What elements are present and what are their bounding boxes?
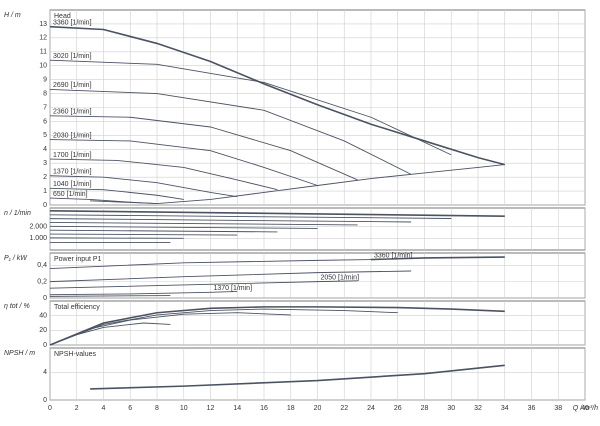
series-label: 650 [1/min] bbox=[53, 191, 88, 198]
y-tick-label: 4 bbox=[43, 369, 47, 376]
series-line bbox=[49, 291, 211, 296]
x-tick-label: 32 bbox=[474, 405, 482, 412]
series-line bbox=[49, 233, 238, 236]
y-tick-label: 0 bbox=[43, 202, 47, 209]
x-tick-label: 8 bbox=[155, 405, 159, 412]
x-tick-label: 14 bbox=[233, 405, 241, 412]
series-line bbox=[49, 229, 278, 233]
series-line bbox=[49, 88, 412, 175]
series-line bbox=[49, 312, 291, 346]
x-tick-label: 30 bbox=[447, 405, 455, 412]
x-tick-label: 40 bbox=[581, 405, 589, 412]
series-line bbox=[90, 164, 505, 205]
x-tick-label: 2 bbox=[75, 405, 79, 412]
series-line bbox=[49, 306, 505, 346]
series-line bbox=[49, 25, 505, 166]
series-label: 1700 [1/min] bbox=[53, 152, 92, 159]
series-line bbox=[49, 214, 452, 219]
x-tick-label: 20 bbox=[314, 405, 322, 412]
x-tick-label: 38 bbox=[554, 405, 562, 412]
x-tick-label: 22 bbox=[340, 405, 348, 412]
x-tick-label: 26 bbox=[394, 405, 402, 412]
panel-label: Total efficiency bbox=[54, 304, 100, 311]
x-tick-label: 0 bbox=[48, 405, 52, 412]
series-label: 1370 [1/min] bbox=[53, 169, 92, 176]
series-line bbox=[49, 281, 318, 289]
series-line bbox=[210, 291, 238, 293]
series-line bbox=[49, 259, 372, 269]
series-line bbox=[317, 280, 358, 283]
series-line bbox=[49, 175, 238, 198]
series-label: 2050 [1/min] bbox=[321, 274, 360, 281]
x-tick-label: 36 bbox=[528, 405, 536, 412]
y-tick-label: 0,2 bbox=[37, 278, 47, 285]
series-line bbox=[49, 158, 278, 191]
panel-label: Power input P1 bbox=[54, 256, 102, 263]
series-line bbox=[49, 115, 358, 181]
y-axis-label: NPSH / m bbox=[4, 350, 35, 357]
y-tick-label: 0,4 bbox=[37, 262, 47, 269]
series-line bbox=[49, 225, 318, 229]
y-tick-label: 13 bbox=[39, 21, 47, 28]
y-tick-label: 9 bbox=[43, 76, 47, 83]
series-label: 3360 [1/min] bbox=[53, 20, 92, 27]
x-tick-label: 24 bbox=[367, 405, 375, 412]
y-tick-label: 0 bbox=[43, 342, 47, 349]
series-label: 3020 [1/min] bbox=[53, 53, 92, 60]
series-line bbox=[49, 322, 171, 346]
panel-label: Head bbox=[54, 13, 71, 20]
series-label: 2030 [1/min] bbox=[53, 132, 92, 139]
y-tick-label: 0 bbox=[43, 295, 47, 302]
x-tick-label: 12 bbox=[207, 405, 215, 412]
series-line bbox=[49, 218, 412, 223]
x-tick-label: 34 bbox=[501, 405, 509, 412]
x-tick-label: 6 bbox=[128, 405, 132, 412]
y-tick-label: 2.000 bbox=[29, 224, 47, 231]
panel-label: NPSH-values bbox=[54, 351, 97, 358]
series-line bbox=[49, 59, 452, 156]
x-tick-label: 16 bbox=[260, 405, 268, 412]
series-line bbox=[49, 210, 505, 217]
series-label: 3360 [1/min] bbox=[374, 252, 413, 259]
y-tick-label: 1 bbox=[43, 188, 47, 195]
x-axis-label: Q / m³/h bbox=[573, 405, 598, 412]
y-tick-label: 10 bbox=[39, 63, 47, 70]
series-line bbox=[90, 364, 505, 390]
y-tick-label: 8 bbox=[43, 90, 47, 97]
y-tick-label: 20 bbox=[39, 327, 47, 334]
y-tick-label: 40 bbox=[39, 313, 47, 320]
y-tick-label: 0 bbox=[43, 397, 47, 404]
series-line bbox=[49, 308, 398, 346]
y-tick-label: 11 bbox=[40, 49, 47, 56]
y-tick-label: 12 bbox=[39, 35, 47, 42]
x-tick-label: 4 bbox=[102, 405, 106, 412]
y-tick-label: 7 bbox=[43, 104, 47, 111]
y-tick-label: 2 bbox=[43, 174, 47, 181]
series-line bbox=[49, 187, 184, 200]
series-label: 1040 [1/min] bbox=[53, 181, 92, 188]
series-line bbox=[49, 270, 412, 283]
y-tick-label: 4 bbox=[43, 146, 47, 153]
series-line bbox=[370, 256, 505, 261]
y-axis-label: n / 1/min bbox=[4, 210, 31, 217]
y-tick-label: 1.000 bbox=[29, 235, 47, 242]
y-axis-label: η tot / % bbox=[4, 303, 30, 310]
series-label: 2690 [1/min] bbox=[53, 82, 92, 89]
series-line bbox=[49, 139, 318, 186]
x-tick-label: 10 bbox=[180, 405, 188, 412]
x-tick-label: 28 bbox=[421, 405, 429, 412]
y-tick-label: 3 bbox=[43, 160, 47, 167]
y-tick-label: 5 bbox=[43, 132, 47, 139]
series-label: 2360 [1/min] bbox=[53, 109, 92, 116]
series-label: 1370 [1/min] bbox=[214, 285, 253, 292]
y-axis-label: P₁ / kW bbox=[4, 255, 28, 262]
y-axis-label: H / m bbox=[4, 12, 21, 19]
y-tick-label: 6 bbox=[43, 118, 47, 125]
series-line bbox=[49, 222, 358, 226]
series-line bbox=[49, 295, 171, 297]
x-tick-label: 18 bbox=[287, 405, 295, 412]
